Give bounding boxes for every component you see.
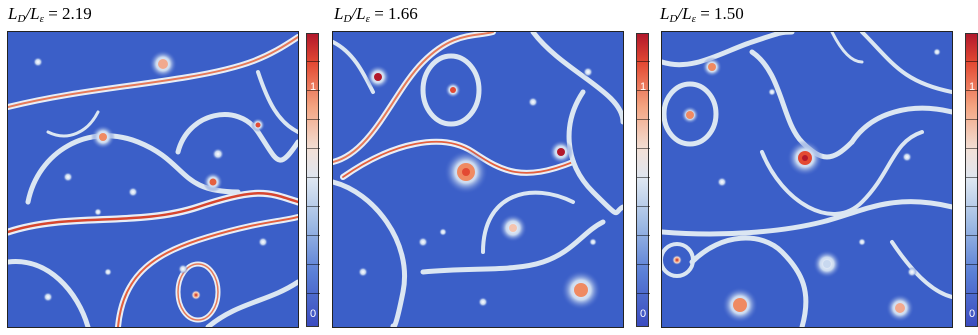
colorbar: 1 0 (306, 33, 320, 327)
colorbar-top-label: 1 (640, 81, 647, 93)
colorbar: 1 0 (965, 33, 978, 327)
colorbar-bottom-label: 0 (969, 308, 976, 320)
panel-1: LD/Lε = 2.19 (0, 0, 326, 335)
colorbar-bottom-label: 0 (310, 308, 317, 320)
vorticity-field-image (332, 31, 624, 328)
vorticity-field-image (7, 31, 299, 328)
panel-title: LD/Lε = 1.50 (660, 4, 744, 25)
panel-title: LD/Lε = 2.19 (8, 4, 92, 25)
colorbar-top-label: 1 (310, 81, 317, 93)
panel-3: LD/Lε = 1.50 (652, 0, 978, 335)
colorbar-top-label: 1 (969, 81, 976, 93)
panel-title: LD/Lε = 1.66 (334, 4, 418, 25)
vorticity-field-image (661, 31, 953, 328)
panel-2: LD/Lε = 1.66 (326, 0, 652, 335)
colorbar-bottom-label: 0 (640, 308, 647, 320)
colorbar: 1 0 (636, 33, 650, 327)
